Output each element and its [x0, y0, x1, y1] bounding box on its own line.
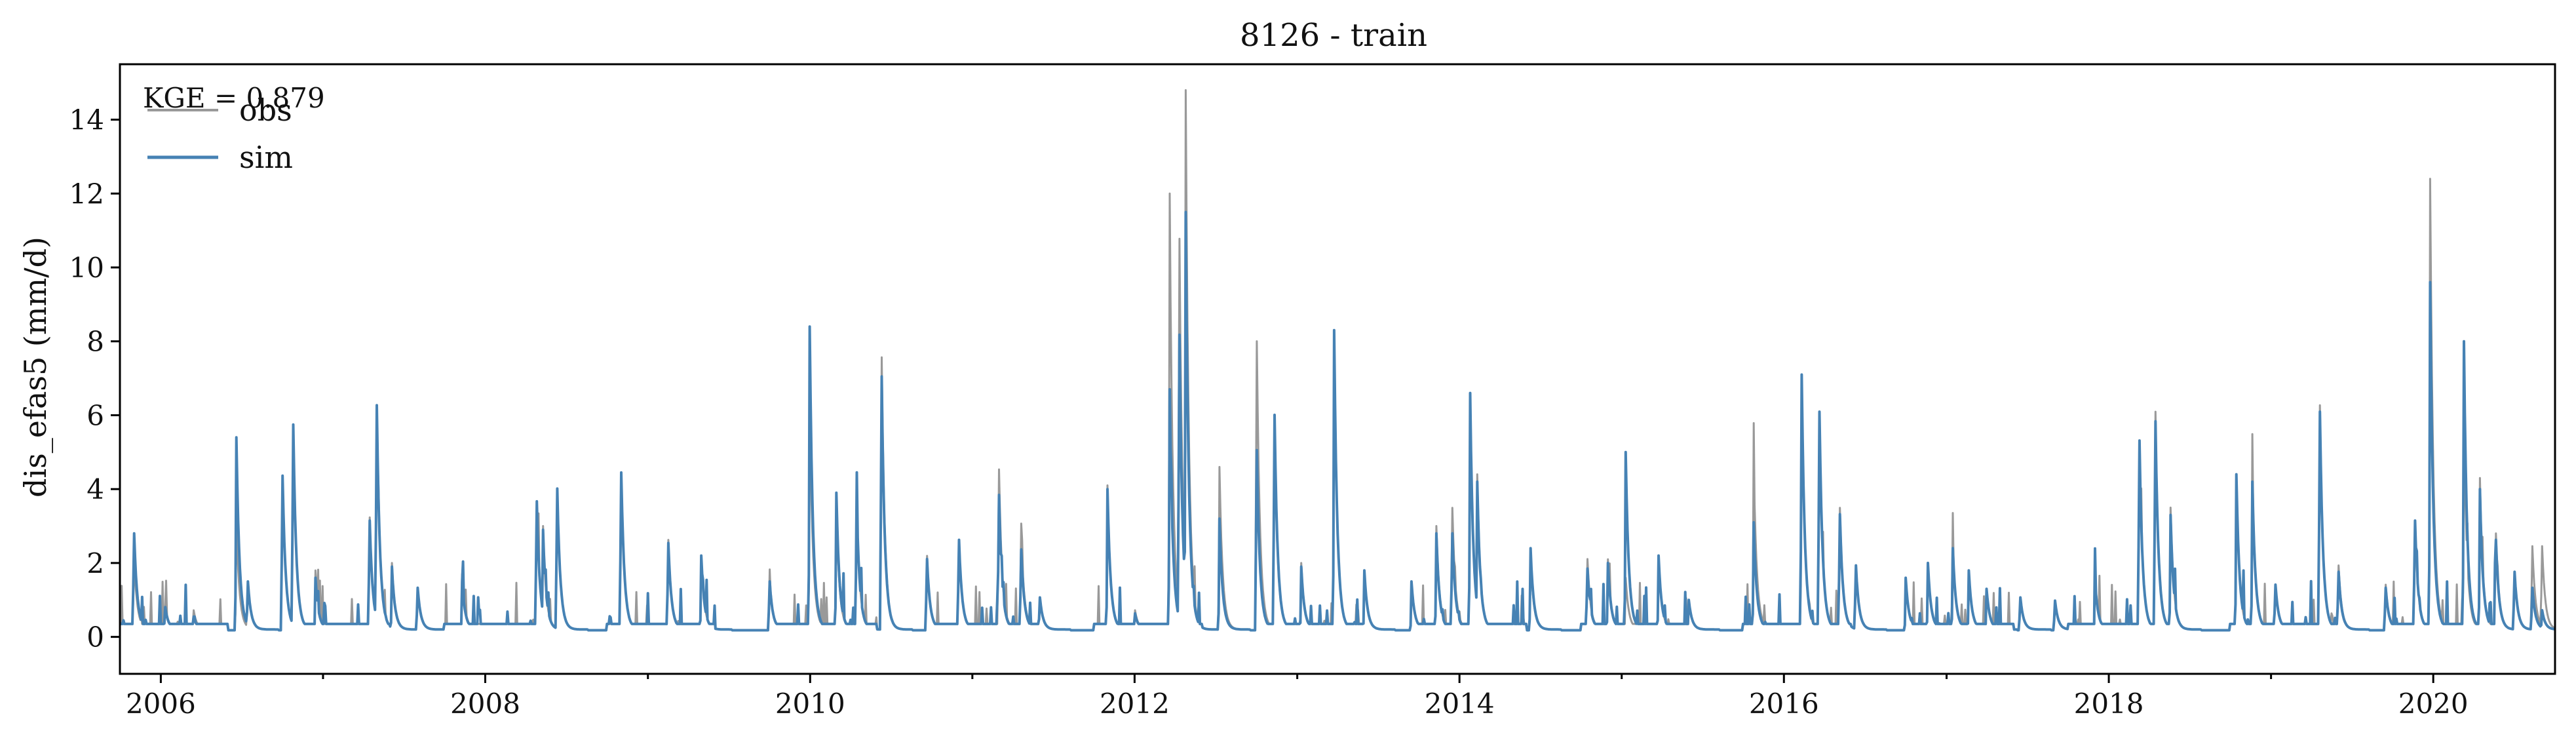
- series-line-sim: [119, 210, 2555, 632]
- x-tick-label: 2006: [126, 688, 196, 720]
- legend: obs sim: [147, 92, 293, 175]
- x-tick-label: 2018: [2074, 688, 2144, 720]
- legend-label-sim: sim: [239, 140, 293, 175]
- x-tick-label: 2016: [1749, 688, 1819, 720]
- legend-label-obs: obs: [239, 92, 292, 128]
- kge-annotation: KGE = 0.879: [143, 82, 325, 114]
- series-layer: [119, 89, 2556, 632]
- y-axis-ticks: 0 2 4 6 8 10 12 14: [69, 104, 120, 654]
- y-tick-label: 4: [87, 473, 104, 505]
- y-tick-label: 14: [69, 104, 104, 136]
- chart-title: 8126 - train: [1240, 17, 1427, 54]
- y-axis-label: dis_efas5 (mm/d): [18, 237, 53, 498]
- y-tick-label: 10: [69, 252, 104, 284]
- x-tick-label: 2020: [2398, 688, 2469, 720]
- y-tick-label: 12: [69, 178, 104, 210]
- x-tick-label: 2012: [1100, 688, 1170, 720]
- x-tick-label: 2010: [775, 688, 845, 720]
- x-tick-label: 2014: [1425, 688, 1495, 720]
- y-tick-label: 2: [87, 547, 104, 579]
- plot-area-frame: [119, 63, 2556, 675]
- y-tick-label: 0: [87, 621, 104, 654]
- x-tick-label: 2008: [450, 688, 520, 720]
- x-axis-ticks: 2006 2008 2010 2012 2014 2016 2018 2020: [126, 674, 2469, 720]
- y-tick-label: 8: [87, 326, 104, 358]
- y-tick-label: 6: [87, 399, 104, 431]
